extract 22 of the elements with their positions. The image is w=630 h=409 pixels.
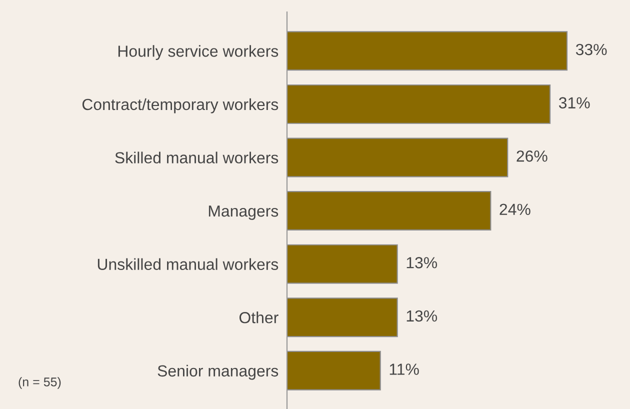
y-tick-label: Contract/temporary workers <box>82 98 278 114</box>
data-label: 13% <box>406 257 438 268</box>
y-tick-label: Senior managers <box>158 364 278 380</box>
data-label: 31% <box>558 97 590 108</box>
bar <box>287 191 492 231</box>
y-tick-label: Managers <box>208 206 278 220</box>
data-label: 26% <box>516 150 548 162</box>
data-label: 11% <box>390 364 419 375</box>
bar <box>287 298 398 338</box>
bar <box>287 84 551 124</box>
text: (n = 55) <box>18 377 61 389</box>
y-tick-label: Unskilled manual workers <box>98 258 278 270</box>
y-tick-label: Skilled manual workers <box>115 152 278 164</box>
data-label: 24% <box>500 204 530 215</box>
bar <box>287 350 381 390</box>
y-tick-label: Other <box>239 312 278 324</box>
bar <box>287 244 398 284</box>
data-label: 13% <box>406 310 438 322</box>
bar <box>287 31 568 71</box>
y-tick-label: Hourly service workers <box>118 45 278 60</box>
bar <box>287 138 508 178</box>
data-label: 33% <box>576 44 607 56</box>
